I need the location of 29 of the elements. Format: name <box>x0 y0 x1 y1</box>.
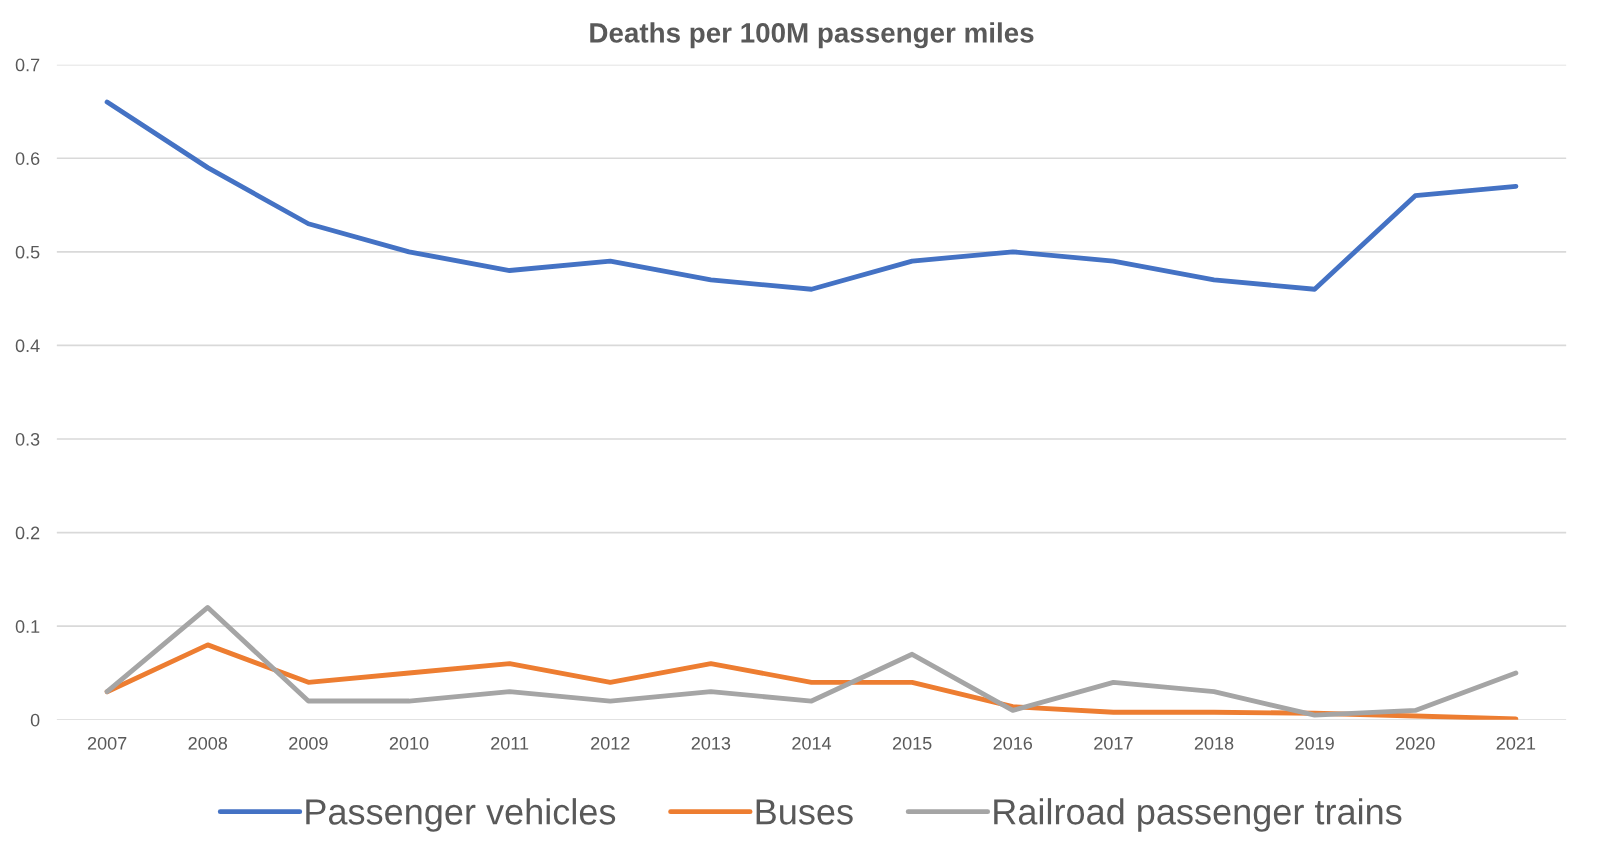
y-tick-label: 0.3 <box>15 432 40 446</box>
chart-title: Deaths per 100M passenger miles <box>590 22 1034 49</box>
y-tick-label: 0.7 <box>15 58 40 72</box>
x-tick-label: 2015 <box>892 736 932 750</box>
y-tick-label: 0.5 <box>15 245 40 259</box>
x-tick-label: 2017 <box>1094 736 1133 750</box>
x-tick-label: 2013 <box>691 736 731 750</box>
x-tick-label: 2011 <box>491 736 529 750</box>
x-tick-label: 2018 <box>1194 736 1234 750</box>
x-tick-label: 2009 <box>289 736 328 750</box>
x-tick-label: 2014 <box>792 736 832 750</box>
y-tick-label: 0.6 <box>15 152 40 165</box>
x-tick-label: 2016 <box>993 736 1033 750</box>
y-tick-label: 0 <box>30 713 40 727</box>
x-tick-label: 2010 <box>389 736 429 750</box>
line-series <box>104 99 1519 292</box>
y-tick-label: 0.4 <box>15 339 40 353</box>
x-tick-label: 2012 <box>591 736 630 750</box>
line-series <box>104 605 1519 718</box>
y-tick-label: 0.1 <box>15 620 40 633</box>
x-tick-label: 2007 <box>87 736 127 750</box>
x-tick-label: 2019 <box>1295 736 1334 750</box>
x-tick-label: 2008 <box>188 736 228 750</box>
x-tick-label: 2020 <box>1396 736 1435 750</box>
y-tick-label: 0.2 <box>15 526 40 540</box>
legend-label: Passenger vehicles <box>306 798 616 832</box>
x-tick-label: 2021 <box>1496 736 1536 750</box>
legend-label: Railroad passenger trains <box>994 798 1402 832</box>
legend-label: Buses <box>756 799 853 825</box>
